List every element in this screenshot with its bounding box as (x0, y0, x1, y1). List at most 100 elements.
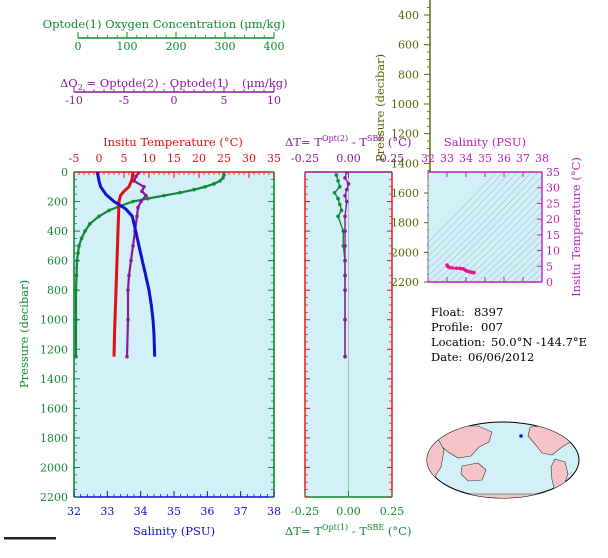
pressure-axis-title: Pressure (decibar) (17, 280, 31, 388)
ts-y-tick-label: 30 (546, 182, 560, 195)
pressure-tick-label: 2000 (40, 461, 68, 474)
delta-t-point (343, 244, 347, 248)
oxygen-axis-title: Optode(1) Oxygen Concentration (μm/kg) (43, 17, 286, 31)
pressure-tick-label: 400 (47, 225, 68, 238)
right-pressure-axis-title: Pressure (decibar) (373, 54, 387, 162)
pressure-tick-label: 1200 (40, 343, 68, 356)
map-land-asia (435, 425, 493, 459)
oxygen-tick-label: 200 (166, 40, 187, 53)
pressure-tick-label: 2200 (40, 491, 68, 504)
salinity-tick-label: 35 (167, 505, 181, 518)
right-pressure-tick-label: 800 (398, 68, 419, 81)
ts-density-contour (525, 267, 542, 282)
temperature-tick-label: -5 (69, 152, 80, 165)
series-point-delta_o2 (126, 288, 130, 292)
delta-t-point (346, 182, 351, 186)
ts-density-contour (428, 172, 525, 270)
series-point-delta_o2 (142, 184, 146, 189)
right-pressure-tick-label: 1400 (391, 157, 419, 170)
delta-t-top-title: ΔT= TOpt(2) - TSBE (°C) (285, 134, 411, 149)
series-point-oxygen (162, 193, 166, 198)
right-pressure-tick-label: 2200 (391, 276, 419, 289)
oxygen-tick-label: 100 (117, 40, 138, 53)
series-line-delta_o2 (125, 172, 148, 357)
salinity-tick-label: 36 (200, 505, 214, 518)
series-point-delta_o2 (127, 273, 131, 278)
ts-y-tick-label: 25 (546, 197, 560, 210)
salinity-tick-label: 32 (67, 505, 81, 518)
pressure-tick-label: 1000 (40, 314, 68, 327)
delta-t-point (336, 214, 340, 219)
delta-t-top-tick-label: -0.25 (291, 152, 319, 165)
delta-t-bottom-tick-label: 0.25 (380, 505, 405, 518)
series-point-oxygen (83, 229, 87, 233)
series-point-delta_o2 (140, 189, 144, 194)
map-land-antarctica (443, 493, 561, 498)
pressure-tick-label: 1800 (40, 432, 68, 445)
delta-t-pressure-ticks (305, 171, 392, 498)
ts-y-tick-label: 5 (546, 260, 553, 273)
delta-o2-axis-units: (μm/kg) (242, 76, 288, 90)
ts-density-contour (428, 172, 532, 277)
ts-density-contour (504, 246, 542, 282)
ts-y-tick-label: 15 (546, 229, 560, 242)
series-point-delta_o2 (129, 258, 133, 263)
float-value: 8397 (474, 305, 503, 319)
pressure-tick-label: 800 (47, 284, 68, 297)
oxygen-tick-label: 0 (75, 40, 82, 53)
delta-t-point (339, 208, 344, 213)
series-point-oxygen (74, 288, 78, 292)
right-pressure-tick-label: 2000 (391, 246, 419, 259)
temperature-tick-label: 5 (121, 152, 128, 165)
series-point-oxygen (97, 214, 101, 219)
delta-t-point (343, 176, 347, 180)
ts-point (472, 270, 476, 275)
world-map (426, 421, 580, 499)
location-label: Location: (431, 335, 485, 349)
series-point-delta_o2 (144, 193, 148, 198)
series-point-delta_o2 (131, 244, 135, 248)
ts-point (448, 265, 452, 270)
float-location-marker (519, 434, 523, 438)
salinity-tick-label: 33 (100, 505, 114, 518)
series-line-temperature (112, 172, 135, 357)
ts-y-tick-label: 0 (546, 276, 553, 289)
right-pressure-axis-ticks: 400 600 800 1000 1200 1400 1600 1800 2000 2200 (391, 7, 430, 289)
profile-value: 007 (481, 320, 503, 334)
series-line-salinity (95, 172, 157, 357)
series-point-delta_o2 (139, 199, 143, 204)
ts-density-contour (497, 240, 542, 282)
ts-density-contour (441, 182, 542, 282)
right-pressure-tick-label: 1200 (391, 128, 419, 141)
series-point-oxygen (88, 221, 92, 226)
delta-o2-tick-label: 5 (221, 94, 228, 107)
series-point-oxygen (212, 182, 216, 186)
delta-t-point (344, 172, 349, 174)
profile-series (74, 172, 226, 359)
ts-x-tick-label: 34 (459, 152, 473, 165)
delta-t-point (343, 229, 347, 233)
delta-t-point (343, 354, 347, 359)
delta-t-point (343, 317, 347, 322)
ts-series (445, 263, 476, 275)
ts-density-contour (428, 172, 518, 264)
delta-t-point (344, 199, 349, 204)
series-point-delta_o2 (137, 172, 141, 174)
footer-mark (4, 537, 56, 540)
temperature-tick-label: 15 (167, 152, 181, 165)
delta-o2-axis-ticks: -10 -5 0 5 10 (65, 86, 281, 107)
float-info: Float: 8397 Profile: 007 Location: 50.0°… (431, 305, 587, 364)
ts-density-contour (428, 172, 504, 250)
series-point-delta_o2 (134, 174, 138, 179)
right-pressure-tick-label: 1600 (391, 187, 419, 200)
ts-x-tick-label: 33 (440, 152, 454, 165)
pressure-tick-label: 600 (47, 255, 68, 268)
delta-t-point (344, 187, 349, 192)
salinity-tick-label: 37 (234, 505, 248, 518)
pressure-tick-label: 1600 (40, 402, 68, 415)
delta-t-top-tick-label: 0.25 (380, 152, 405, 165)
ts-y-tick-label: 20 (546, 213, 560, 226)
ts-density-contour (448, 190, 542, 282)
delta-t-bottom-ticks: -0.25 0.00 0.25 (291, 491, 404, 518)
